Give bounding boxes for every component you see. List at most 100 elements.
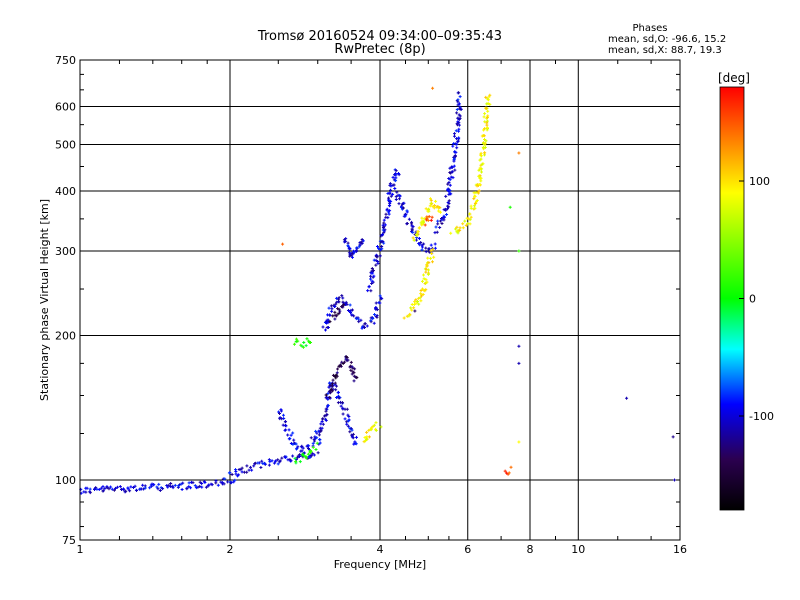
data-point [505,471,509,475]
data-point [103,487,107,491]
data-point [485,102,489,106]
data-point [340,294,344,298]
data-point [150,482,154,486]
data-point [330,307,334,311]
data-point [430,215,434,219]
data-point [379,240,383,244]
data-point [455,225,459,229]
data-point [671,435,675,439]
data-point [262,461,266,465]
data-point [517,440,521,444]
data-point [419,240,423,244]
y-tick-label: 75 [62,534,76,547]
data-point [141,483,145,487]
data-point [468,222,472,226]
data-point [452,164,456,168]
data-point [347,414,351,418]
data-point [352,371,356,375]
data-point [339,400,343,404]
data-point [352,379,356,383]
data-point [118,485,122,489]
x-tick-label: 2 [227,543,234,556]
data-point [305,337,309,341]
grid-lines [80,60,680,540]
data-point [342,303,346,307]
data-point [477,174,481,178]
data-point [446,188,450,192]
data-point [457,123,461,127]
data-point [349,368,353,372]
y-tick-label: 400 [55,185,76,198]
data-point [517,344,521,348]
x-tick-label: 4 [377,543,384,556]
data-point [371,271,375,275]
data-point [458,226,462,230]
data-point [416,299,420,303]
data-point [350,435,354,439]
data-point [483,141,487,145]
data-point [372,274,376,278]
data-point [477,183,481,187]
data-point [278,459,282,463]
data-point [403,214,407,218]
data-point [314,429,318,433]
data-point [475,199,479,203]
data-point [422,219,426,223]
data-point [284,420,288,424]
data-point [284,428,288,432]
data-point [268,460,272,464]
data-point [433,246,437,250]
data-point [176,484,180,488]
data-point [292,342,296,346]
chart-subtitle: RwPretec (8p) [334,42,425,57]
data-point [469,215,473,219]
data-point [372,321,376,325]
data-point [407,217,411,221]
data-point [425,263,429,267]
data-point [423,223,427,227]
data-point [274,459,278,463]
data-point [348,310,352,314]
data-point [427,214,431,218]
data-point [135,489,139,493]
data-point [294,447,298,451]
data-point [194,486,198,490]
data-point [402,316,406,320]
data-point [455,107,459,111]
data-point [455,146,459,150]
data-point [394,173,398,177]
data-point [311,452,315,456]
data-point [289,442,293,446]
data-point [420,294,424,298]
data-point [357,320,361,324]
data-point [345,407,349,411]
data-point [473,201,477,205]
data-point [187,485,191,489]
data-point [341,406,345,410]
data-point [393,187,397,191]
data-point [424,250,428,254]
data-point [376,261,380,265]
data-point [156,487,160,491]
data-point [200,485,204,489]
data-point [354,442,358,446]
data-point [326,325,330,329]
data-point [412,306,416,310]
data-point [336,307,340,311]
data-point [348,303,352,307]
data-point [477,189,481,193]
data-point [287,437,291,441]
data-point [378,301,382,305]
data-point [349,254,353,258]
data-point [442,214,446,218]
data-point [131,485,135,489]
data-point [413,309,417,313]
data-point [446,200,450,204]
data-point [503,469,507,473]
data-point [289,459,293,463]
data-point [169,482,173,486]
data-point [388,191,392,195]
data-point [333,305,337,309]
data-point [474,191,478,195]
data-point [452,132,456,136]
